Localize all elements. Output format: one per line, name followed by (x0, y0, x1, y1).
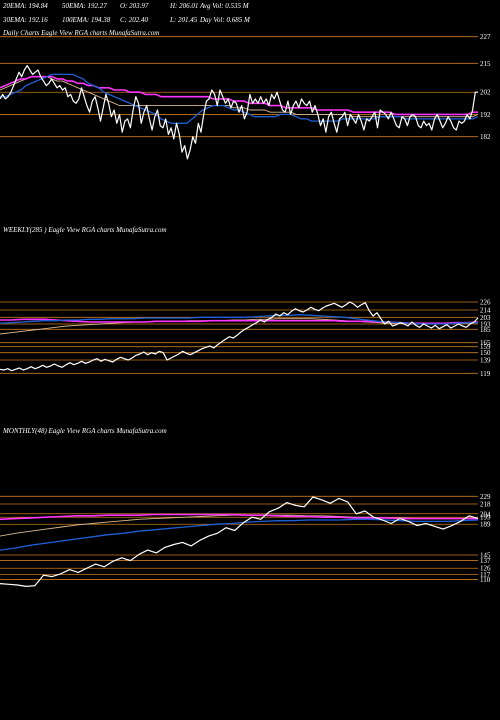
weekly-y-tick-label: 165 (480, 339, 491, 347)
weekly-y-tick-label: 119 (480, 370, 491, 378)
monthly-y-tick-label: 137 (480, 557, 491, 565)
monthly-y-tick-label: 229 (480, 493, 491, 501)
header-day-vol: Day Vol: 0.685 M (199, 16, 251, 24)
daily-panel: 227 215 202 192 182 (0, 33, 491, 160)
monthly-y-tick-label: 199 (480, 514, 491, 522)
monthly-y-tick-label: 145 (480, 551, 491, 559)
header-avg-vol: Avg Vol: 0.535 M (199, 2, 250, 10)
header-50ema: 50EMA: 192.27 (62, 2, 107, 10)
weekly-y-tick-label: 193 (480, 321, 491, 329)
weekly-y-tick-label: 226 (480, 299, 491, 307)
daily-ema-long-line (0, 75, 478, 116)
header-20ema: 20EMA: 194.84 (3, 2, 48, 10)
weekly-ema-short-line (0, 314, 478, 325)
monthly-y-tick-label: 126 (480, 565, 491, 573)
header-close: C: 202.40 (120, 16, 149, 24)
daily-ema-short-line (0, 73, 479, 124)
daily-y-tick-label: 215 (480, 60, 491, 68)
monthly-y-tick-label: 117 (480, 571, 491, 579)
monthly-y-tick-label: 218 (480, 500, 491, 508)
header-info: 20EMA: 194.84 50EMA: 192.27 O: 203.97 H:… (2, 2, 251, 24)
monthly-ema-short-line (0, 518, 479, 551)
daily-price-line (0, 64, 478, 160)
weekly-y-tick-label: 150 (480, 349, 491, 357)
monthly-y-tick-label: 204 (480, 510, 491, 518)
daily-y-tick-label: 227 (480, 33, 491, 41)
daily-y-tick-label: 192 (480, 111, 491, 119)
weekly-y-tick-label: 159 (480, 343, 491, 351)
monthly-y-tick-label: 189 (480, 521, 491, 529)
weekly-y-tick-label: 203 (480, 314, 491, 322)
daily-panel-caption: Daily Charts Eagle View RGA charts Munaf… (2, 29, 159, 37)
weekly-y-tick-label: 139 (480, 357, 491, 365)
weekly-panel-caption: WEEKLY(285 ) Eagle View RGA charts Munaf… (3, 226, 167, 234)
header-100ema: 100EMA: 194.38 (62, 16, 111, 24)
monthly-ema-long-line (0, 513, 478, 521)
daily-y-tick-label: 182 (480, 133, 491, 141)
weekly-price-line (0, 301, 479, 372)
header-low: L: 201.45 (169, 16, 198, 24)
monthly-panel-caption: MONTHLY(48) Eagle View RGA charts Munafa… (2, 427, 167, 435)
header-high: H: 206.01 (169, 2, 198, 10)
monthly-price-line (0, 496, 479, 588)
monthly-y-tick-label: 110 (480, 576, 491, 584)
weekly-y-tick-label: 214 (480, 307, 491, 315)
header-open: O: 203.97 (120, 2, 149, 10)
daily-y-tick-label: 202 (480, 89, 491, 97)
header-30ema: 30EMA: 192.16 (2, 16, 48, 24)
weekly-y-tick-label: 185 (480, 326, 491, 334)
